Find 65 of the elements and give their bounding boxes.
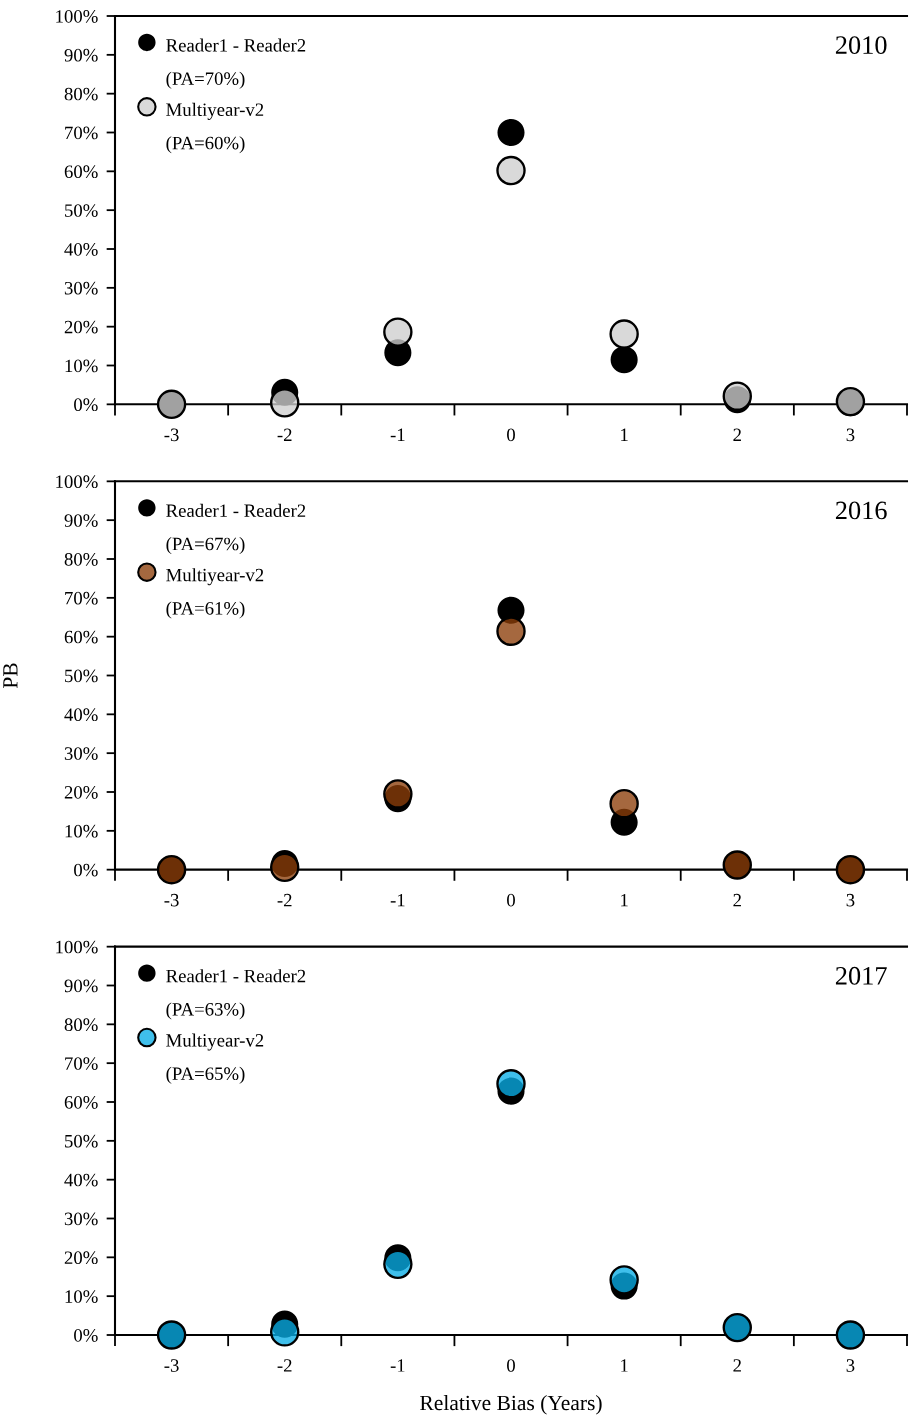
x-tick-label: -1 [390,893,405,907]
y-tick-label: 40% [64,1173,98,1187]
y-tick-label: 10% [65,824,98,838]
y-tick-label: 60% [64,165,98,179]
y-tick-label: 40% [64,243,98,256]
y-tick-label: 50% [65,1134,98,1148]
y-tick-label: 60% [64,1096,98,1109]
x-tick-label: 2 [733,1359,741,1372]
x-tick-label: 2 [733,893,741,907]
y-tick-label: 40% [64,708,98,722]
legend-label: Reader1 - Reader2 (PA=63%) [166,969,306,1020]
y-tick-label: 30% [64,747,98,760]
y-axis-title: PB [3,663,18,689]
legend-label: Reader1 - Reader2 (PA=70%) [166,38,306,89]
y-tick-label: 20% [64,320,98,334]
y-tick-label: 90% [64,979,98,993]
y-tick-label: 80% [64,87,98,101]
y-tick-label: 80% [64,1018,98,1032]
x-tick-label: -3 [164,1359,179,1372]
legend-label: Multiyear-v2 (PA=60%) [166,102,264,154]
y-tick-label: 30% [64,281,98,295]
y-tick-label: 70% [65,1057,98,1070]
y-tick-label: 80% [64,553,98,566]
y-tick-label: 30% [64,1212,98,1226]
y-tick-label: 100% [56,10,98,23]
x-tick-label: -2 [277,428,292,441]
y-tick-label: 10% [65,359,98,373]
x-tick-label: -3 [164,428,179,442]
y-tick-label: 50% [65,669,98,683]
text: 2010 [835,36,887,55]
x-tick-label: 3 [846,893,855,907]
x-tick-label: 3 [846,428,855,442]
y-tick-label: 100% [56,475,98,489]
x-tick-label: 1 [621,428,628,441]
y-tick-label: 0% [74,1329,98,1342]
x-tick-label: 3 [846,1359,855,1372]
x-tick-label: -1 [390,1359,405,1372]
x-tick-label: 1 [621,893,628,907]
y-tick-label: 50% [65,204,98,217]
legend-label: Multiyear-v2 (PA=65%) [166,1033,264,1084]
x-tick-label: -3 [164,893,179,907]
y-tick-label: 70% [65,126,98,140]
x-tick-label: 1 [621,1359,628,1372]
x-tick-label: 0 [507,893,515,907]
legend-label: Reader1 - Reader2 (PA=67%) [166,503,306,555]
x-tick-label: -1 [390,428,405,441]
y-tick-label: 0% [74,398,98,412]
y-tick-label: 60% [64,630,98,644]
y-tick-label: 20% [64,1251,98,1265]
text: 2016 [835,501,887,520]
y-tick-label: 10% [65,1290,98,1303]
y-tick-label: 90% [64,48,98,62]
y-tick-label: 90% [64,514,98,527]
x-tick-label: 2 [733,428,741,441]
text: 2017 [835,966,887,985]
x-tick-label: 0 [507,428,515,442]
y-tick-label: 70% [65,591,98,605]
y-tick-label: 0% [74,863,98,877]
y-tick-label: 100% [56,940,98,954]
x-tick-label: -2 [277,893,292,907]
x-axis-title: Relative Bias (Years) [420,1395,602,1415]
y-tick-label: 20% [64,786,98,799]
legend-label: Multiyear-v2 (PA=61%) [166,568,264,619]
x-tick-label: -2 [277,1359,292,1372]
x-tick-label: 0 [507,1359,515,1372]
